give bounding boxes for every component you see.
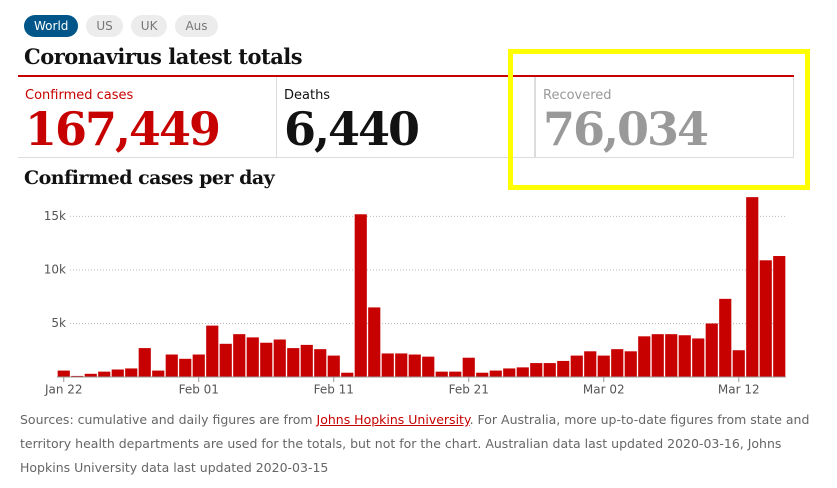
bar bbox=[557, 360, 570, 377]
footer-text: . For Australia, more up-to-date figures… bbox=[20, 412, 810, 475]
tabs: World US UK Aus bbox=[24, 15, 218, 37]
bar bbox=[624, 351, 637, 377]
bar bbox=[179, 358, 192, 377]
bar bbox=[516, 367, 529, 377]
total-label: Recovered bbox=[543, 88, 612, 103]
title: Coronavirus latest totals bbox=[24, 44, 303, 69]
bar bbox=[584, 351, 597, 377]
y-tick-label: 10k bbox=[44, 262, 66, 276]
bar bbox=[260, 342, 273, 377]
bar bbox=[246, 337, 259, 377]
footer-text: Sources: cumulative and daily figures ar… bbox=[20, 412, 317, 427]
bar bbox=[705, 323, 718, 377]
bar bbox=[354, 214, 367, 377]
bar bbox=[57, 370, 70, 377]
bar bbox=[651, 334, 664, 377]
total-box: Recovered 76,034 bbox=[535, 77, 794, 158]
bar bbox=[368, 307, 381, 377]
y-tick-label: 15k bbox=[44, 209, 66, 223]
x-tick-label: Jan 22 bbox=[44, 383, 83, 397]
rule bbox=[18, 75, 794, 77]
bar bbox=[341, 372, 354, 377]
bar bbox=[435, 371, 448, 377]
bar bbox=[476, 372, 489, 377]
bar bbox=[327, 355, 340, 377]
bar bbox=[665, 334, 678, 377]
bar bbox=[219, 343, 232, 377]
x-tick-label: Mar 12 bbox=[718, 383, 760, 397]
total-value: 167,449 bbox=[25, 102, 221, 156]
tab[interactable]: World bbox=[24, 15, 79, 37]
tab[interactable]: UK bbox=[130, 15, 168, 37]
total-value: 6,440 bbox=[284, 102, 420, 156]
bar bbox=[395, 353, 408, 377]
bar bbox=[152, 370, 165, 377]
bar bbox=[719, 298, 732, 377]
tab[interactable]: US bbox=[86, 15, 123, 37]
bar bbox=[381, 353, 394, 377]
bar bbox=[71, 375, 84, 377]
bar bbox=[206, 325, 219, 377]
highlight bbox=[508, 49, 810, 190]
bar bbox=[84, 373, 97, 377]
bar bbox=[746, 197, 759, 377]
bar bbox=[300, 344, 313, 377]
bar bbox=[462, 357, 475, 377]
bar bbox=[138, 348, 151, 377]
bar bbox=[543, 363, 556, 377]
total-label: Deaths bbox=[284, 88, 331, 103]
bar bbox=[287, 348, 300, 377]
bar bbox=[98, 371, 111, 377]
bar bbox=[192, 354, 205, 377]
bar bbox=[597, 355, 610, 377]
total-label: Confirmed cases bbox=[25, 88, 134, 103]
bar bbox=[408, 354, 421, 377]
bar bbox=[530, 363, 543, 377]
bar bbox=[422, 356, 435, 377]
bar bbox=[489, 370, 502, 377]
bar bbox=[692, 338, 705, 377]
bar bbox=[125, 368, 138, 377]
x-tick-label: Feb 21 bbox=[449, 383, 489, 397]
x-tick-label: Mar 02 bbox=[583, 383, 625, 397]
total-value: 76,034 bbox=[543, 102, 709, 156]
bar bbox=[449, 371, 462, 377]
bar bbox=[611, 349, 624, 377]
bar bbox=[273, 339, 286, 377]
total-box: Deaths 6,440 bbox=[277, 77, 535, 158]
x-tick-label: Feb 01 bbox=[179, 383, 219, 397]
footer: Sources: cumulative and daily figures ar… bbox=[20, 408, 810, 480]
x-tick-label: Feb 11 bbox=[314, 383, 354, 397]
bar bbox=[570, 355, 583, 377]
link[interactable]: Johns Hopkins University bbox=[316, 412, 470, 427]
chart-title: Confirmed cases per day bbox=[24, 167, 275, 189]
tab[interactable]: Aus bbox=[175, 15, 218, 37]
bar bbox=[732, 350, 745, 377]
bar bbox=[759, 260, 772, 377]
chart: 5k 10k 15k Jan 22 Feb 01 Feb 11 Feb 21 Mar 02 Ma… bbox=[44, 197, 786, 397]
total-box: Confirmed cases 167,449 bbox=[18, 77, 277, 158]
bar bbox=[111, 369, 124, 377]
bar bbox=[678, 335, 691, 377]
bar bbox=[314, 349, 327, 377]
bar bbox=[638, 336, 651, 377]
bar bbox=[233, 334, 246, 377]
y-tick-label: 5k bbox=[51, 316, 66, 330]
bar bbox=[503, 368, 516, 377]
bar bbox=[773, 256, 786, 377]
bar bbox=[165, 354, 178, 377]
